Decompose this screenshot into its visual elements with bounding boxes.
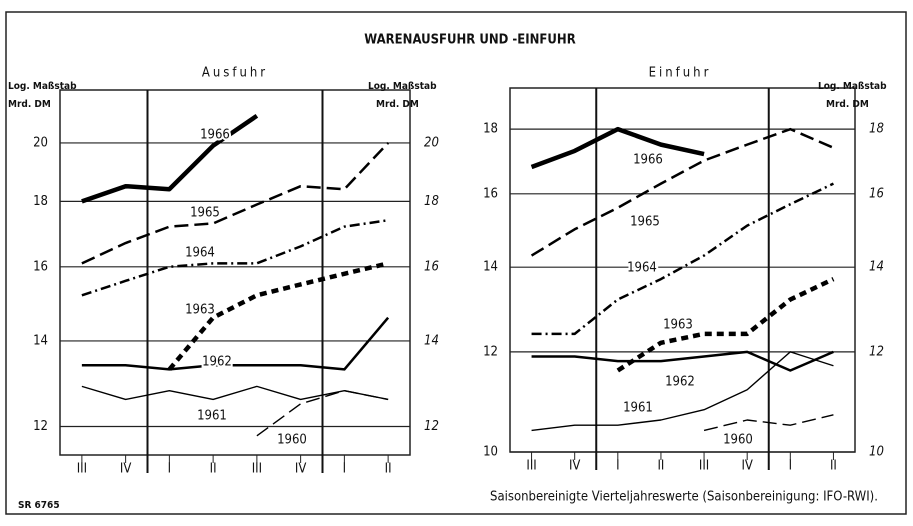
footnote: Saisonbereinigte Vierteljahreswerte (Sai… (490, 490, 878, 505)
plot-frame (59, 89, 411, 456)
series-label: 1964 (185, 246, 215, 261)
y-tick-label: 20 (424, 135, 439, 150)
series-line (256, 389, 389, 437)
series-label: 1966 (633, 153, 663, 168)
y-tick-label: 18 (483, 122, 498, 137)
x-tick-label: III (77, 462, 87, 477)
series-label: 1966 (633, 153, 663, 168)
series-line (81, 142, 390, 265)
x-tick-label: I (343, 462, 346, 477)
y-tick-label: 14 (424, 333, 439, 348)
x-tick-label: IV (569, 459, 580, 474)
plot-frame (509, 87, 856, 453)
series-label: 1965 (630, 215, 660, 230)
series-line (616, 277, 835, 373)
y-tick-label: 10 (483, 445, 498, 460)
y-axis-unit: Mrd. DM (376, 99, 419, 110)
y-axis-label: Log. Maßstab (8, 81, 77, 92)
y-tick-label: 12 (33, 419, 48, 434)
series-label: 1960 (723, 433, 753, 448)
series-label: 1964 (627, 261, 657, 276)
y-tick-label: 20 (33, 135, 48, 150)
x-tick-label: II (657, 459, 664, 474)
y-tick-label: 18 (33, 194, 48, 209)
series-label: 1960 (277, 433, 307, 448)
y-tick-label: 14 (869, 260, 884, 275)
y-tick-label: 12 (869, 344, 884, 359)
series-label: 1965 (190, 206, 220, 221)
source-code: SR 6765 (18, 500, 60, 511)
x-tick-label: II (385, 462, 392, 477)
series-label: 1960 (277, 433, 307, 448)
x-tick-label: III (699, 459, 709, 474)
series-label: 1962 (202, 355, 232, 370)
series-label: 1964 (185, 246, 215, 261)
series-label: 1962 (202, 355, 232, 370)
series-label: 1962 (665, 375, 695, 390)
y-tick-label: 14 (483, 260, 498, 275)
series-label: 1960 (723, 433, 753, 448)
x-tick-label: III (526, 459, 536, 474)
series-line (531, 351, 834, 432)
x-tick-label: III (252, 462, 262, 477)
series-label: 1961 (197, 409, 227, 424)
y-tick-label: 16 (483, 186, 498, 201)
chart-title: Ausfuhr (202, 66, 268, 81)
y-axis-unit: Mrd. DM (826, 99, 869, 110)
series-line (81, 113, 259, 204)
y-tick-label: 12 (483, 344, 498, 359)
x-tick-label: II (830, 459, 837, 474)
series-label: 1964 (627, 261, 657, 276)
series-line (530, 126, 705, 170)
x-tick-label: II (210, 462, 217, 477)
x-tick-label: I (789, 459, 792, 474)
page-title: WARENAUSFUHR UND -EINFUHR (364, 33, 575, 48)
x-tick-label: IV (741, 459, 752, 474)
series-label: 1963 (185, 303, 215, 318)
series-label: 1961 (623, 401, 653, 416)
y-tick-label: 16 (33, 259, 48, 274)
y-tick-label: 16 (424, 259, 439, 274)
y-axis-label: Log. Maßstab (818, 81, 887, 92)
chart-title: Einfuhr (649, 66, 712, 81)
series-line (81, 218, 389, 297)
series-label: 1966 (200, 128, 230, 143)
series-label: 1963 (185, 303, 215, 318)
y-axis-unit: Mrd. DM (8, 99, 51, 110)
series-label: 1965 (630, 215, 660, 230)
y-tick-label: 16 (869, 186, 884, 201)
series-label: 1961 (197, 409, 227, 424)
y-tick-label: 10 (869, 445, 884, 460)
x-tick-label: I (168, 462, 171, 477)
y-tick-label: 12 (424, 419, 439, 434)
series-line (531, 350, 834, 372)
x-tick-label: I (616, 459, 619, 474)
y-tick-label: 14 (33, 333, 48, 348)
y-tick-label: 18 (869, 122, 884, 137)
series-line (81, 316, 390, 371)
series-label: 1962 (665, 375, 695, 390)
x-tick-label: IV (295, 462, 306, 477)
series-line (703, 414, 834, 432)
x-tick-label: IV (120, 462, 131, 477)
series-label: 1965 (190, 206, 220, 221)
series-label: 1966 (200, 128, 230, 143)
series-label: 1963 (663, 318, 693, 333)
series-label: 1963 (663, 318, 693, 333)
series-line (530, 127, 834, 257)
series-label: 1961 (623, 401, 653, 416)
series-line (531, 182, 834, 336)
frame (5, 11, 907, 515)
y-tick-label: 18 (424, 194, 439, 209)
y-axis-label: Log. Maßstab (368, 81, 437, 92)
series-line (81, 385, 389, 401)
